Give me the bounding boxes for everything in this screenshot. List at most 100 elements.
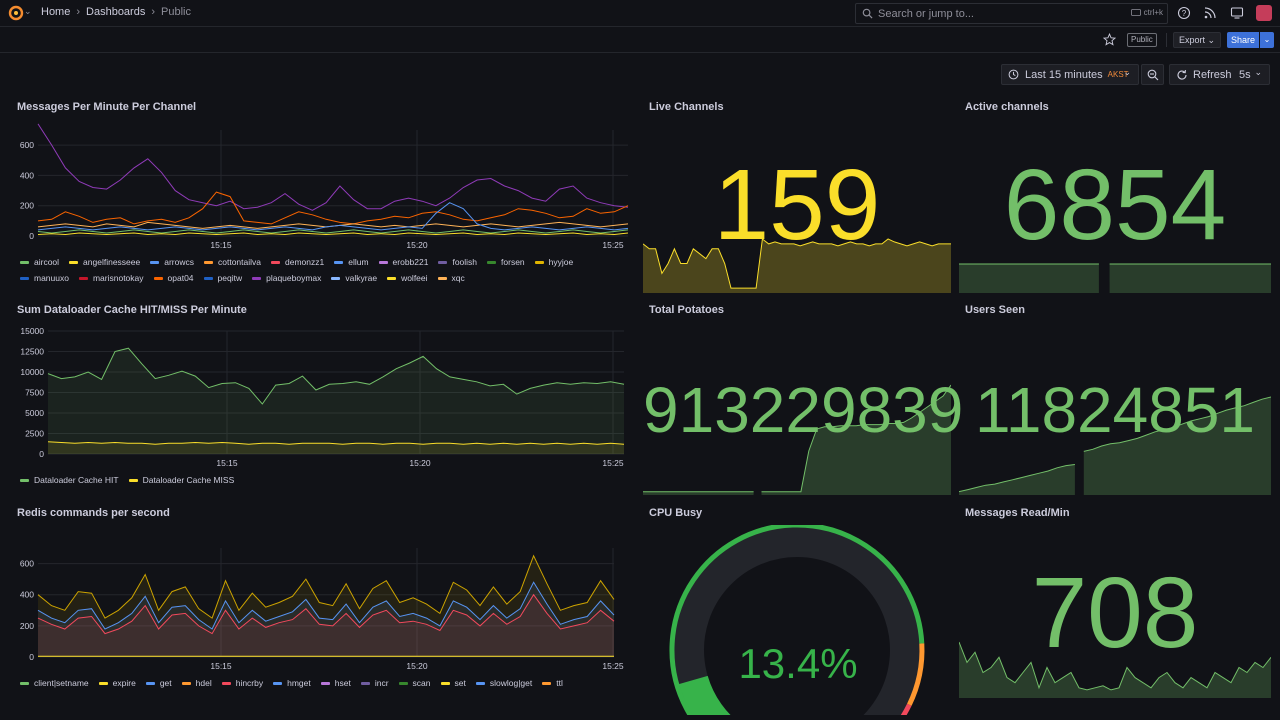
legend-label: aircool bbox=[34, 257, 60, 267]
legend-item[interactable]: xqc bbox=[437, 273, 465, 283]
chevron-down-icon: ⌄ bbox=[1254, 67, 1262, 77]
top-navbar: ⌄ Home › Dashboards › Public Search or j… bbox=[0, 0, 1280, 27]
grafana-logo-icon[interactable] bbox=[8, 5, 24, 21]
time-range-picker[interactable]: Last 15 minutes AKST ⌄ bbox=[1001, 64, 1139, 85]
legend-item[interactable]: cottontailva bbox=[204, 257, 261, 267]
legend-item[interactable]: erobb221 bbox=[378, 257, 428, 267]
legend-item[interactable]: get bbox=[145, 678, 172, 688]
legend-item[interactable]: valkyrae bbox=[331, 273, 377, 283]
legend-item[interactable]: hmget bbox=[273, 678, 311, 688]
refresh-interval[interactable]: 5s bbox=[1239, 68, 1251, 81]
panel-title[interactable]: Users Seen bbox=[965, 304, 1025, 316]
legend-item[interactable]: hyyjoe bbox=[534, 257, 573, 267]
help-icon[interactable]: ? bbox=[1177, 6, 1191, 20]
legend-swatch bbox=[252, 276, 262, 280]
zoom-out-icon bbox=[1147, 69, 1159, 81]
legend-item[interactable]: marisnotokay bbox=[78, 273, 144, 283]
legend-item[interactable]: demonzz1 bbox=[271, 257, 324, 267]
legend-item[interactable]: angelfinesseee bbox=[69, 257, 140, 267]
refresh-label: Refresh bbox=[1193, 68, 1232, 81]
legend-label: manuuxo bbox=[34, 273, 69, 283]
share-menu-chevron-icon[interactable]: ⌄ bbox=[1260, 32, 1274, 48]
toolbar-divider bbox=[1166, 33, 1167, 47]
legend-item[interactable]: arrowcs bbox=[150, 257, 194, 267]
legend-item[interactable]: wolfeei bbox=[387, 273, 428, 283]
breadcrumb: Home › Dashboards › Public bbox=[41, 6, 191, 18]
total-potatoes-sparkline bbox=[643, 384, 951, 495]
legend-item[interactable]: client|setname bbox=[20, 678, 89, 688]
legend-swatch bbox=[204, 260, 213, 264]
sparkline-area bbox=[959, 264, 1099, 293]
legend-item[interactable]: aircool bbox=[20, 257, 59, 267]
legend-swatch bbox=[542, 681, 552, 685]
search-placeholder: Search or jump to... bbox=[878, 7, 974, 20]
refresh-button[interactable]: Refresh 5s ⌄ bbox=[1169, 64, 1270, 85]
legend-item[interactable]: foolish bbox=[438, 257, 477, 267]
legend-item[interactable]: ttl bbox=[542, 678, 563, 688]
panel-title[interactable]: Redis commands per second bbox=[17, 507, 170, 519]
gauge-track bbox=[674, 527, 920, 715]
legend-item[interactable]: slowlog|get bbox=[475, 678, 532, 688]
share-button[interactable]: Share bbox=[1227, 32, 1259, 48]
breadcrumb-dashboards[interactable]: Dashboards bbox=[86, 6, 146, 18]
chevron-down-icon[interactable]: ⌄ bbox=[24, 6, 32, 16]
monitor-icon[interactable] bbox=[1230, 6, 1244, 20]
legend-item[interactable]: hset bbox=[320, 678, 351, 688]
user-avatar[interactable] bbox=[1256, 5, 1272, 21]
search-input[interactable]: Search or jump to... ctrl+k bbox=[855, 3, 1168, 24]
series-line-expire bbox=[37, 554, 615, 619]
export-button[interactable]: Export ⌄ bbox=[1173, 32, 1221, 48]
panel-title[interactable]: Live Channels bbox=[649, 101, 724, 113]
series-area bbox=[38, 594, 614, 657]
legend-label: plaqueboymax bbox=[266, 273, 322, 283]
legend-item[interactable]: expire bbox=[98, 678, 136, 688]
panel-title[interactable]: Active channels bbox=[965, 101, 1049, 113]
sparkline-area bbox=[959, 642, 1271, 698]
redis-commands-chart[interactable]: 0 200 400 600 15:15 15:20 15:25 bbox=[0, 540, 640, 675]
legend-item[interactable]: scan bbox=[398, 678, 431, 688]
legend-item[interactable]: peqitw bbox=[203, 273, 242, 283]
star-icon[interactable] bbox=[1103, 33, 1116, 46]
legend-label: wolfeei bbox=[401, 273, 428, 283]
clock-icon bbox=[1008, 69, 1019, 80]
legend-item[interactable]: opat04 bbox=[153, 273, 194, 283]
dataloader-cache-chart[interactable]: 0 2500 5000 7500 10000 12500 15000 15:15 15:20 15… bbox=[0, 322, 640, 472]
legend-item[interactable]: incr bbox=[360, 678, 389, 688]
gauge-threshold-green bbox=[669, 525, 925, 715]
legend-item[interactable]: ellum bbox=[334, 257, 369, 267]
legend-item[interactable]: Dataloader Cache HIT bbox=[20, 475, 119, 485]
legend-item[interactable]: set bbox=[440, 678, 466, 688]
panel-title[interactable]: Messages Per Minute Per Channel bbox=[17, 101, 197, 113]
rss-news-icon[interactable] bbox=[1203, 6, 1217, 20]
panel-title[interactable]: Messages Read/Min bbox=[965, 507, 1070, 519]
x-tick-label: 15:15 bbox=[210, 240, 232, 250]
legend-label: cottontailva bbox=[218, 257, 261, 267]
legend-item[interactable]: hincrby bbox=[221, 678, 264, 688]
series-area bbox=[48, 441, 624, 454]
active-channels-sparkline bbox=[959, 263, 1271, 293]
legend-item[interactable]: Dataloader Cache MISS bbox=[128, 475, 234, 485]
time-range-label: Last 15 minutes bbox=[1025, 68, 1103, 81]
legend-swatch bbox=[378, 260, 388, 264]
legend-item[interactable]: forsen bbox=[487, 257, 525, 267]
legend-swatch bbox=[153, 276, 163, 280]
legend-label: xqc bbox=[451, 273, 465, 283]
y-tick-label: 15000 bbox=[20, 326, 44, 336]
series-line-opat04 bbox=[37, 191, 629, 225]
series-line-get bbox=[37, 581, 615, 630]
panel-title[interactable]: Sum Dataloader Cache HIT/MISS Per Minute bbox=[17, 304, 247, 316]
legend-item[interactable]: hdel bbox=[181, 678, 212, 688]
legend-swatch bbox=[69, 260, 79, 264]
panel-title[interactable]: CPU Busy bbox=[649, 507, 703, 519]
legend-swatch bbox=[150, 260, 160, 264]
legend-item[interactable]: manuuxo bbox=[20, 273, 69, 283]
legend-item[interactable]: plaqueboymax bbox=[252, 273, 321, 283]
breadcrumb-home[interactable]: Home bbox=[41, 6, 71, 18]
zoom-out-button[interactable] bbox=[1141, 64, 1164, 85]
legend-label: Dataloader Cache HIT bbox=[34, 475, 119, 485]
sparkline-line bbox=[761, 384, 951, 493]
y-tick-label: 400 bbox=[20, 590, 34, 600]
panel-title[interactable]: Total Potatoes bbox=[649, 304, 724, 316]
legend-label: hincrby bbox=[235, 678, 264, 688]
messages-per-minute-chart[interactable]: 0 200 400 600 15:15 15:20 15:25 bbox=[0, 120, 640, 260]
